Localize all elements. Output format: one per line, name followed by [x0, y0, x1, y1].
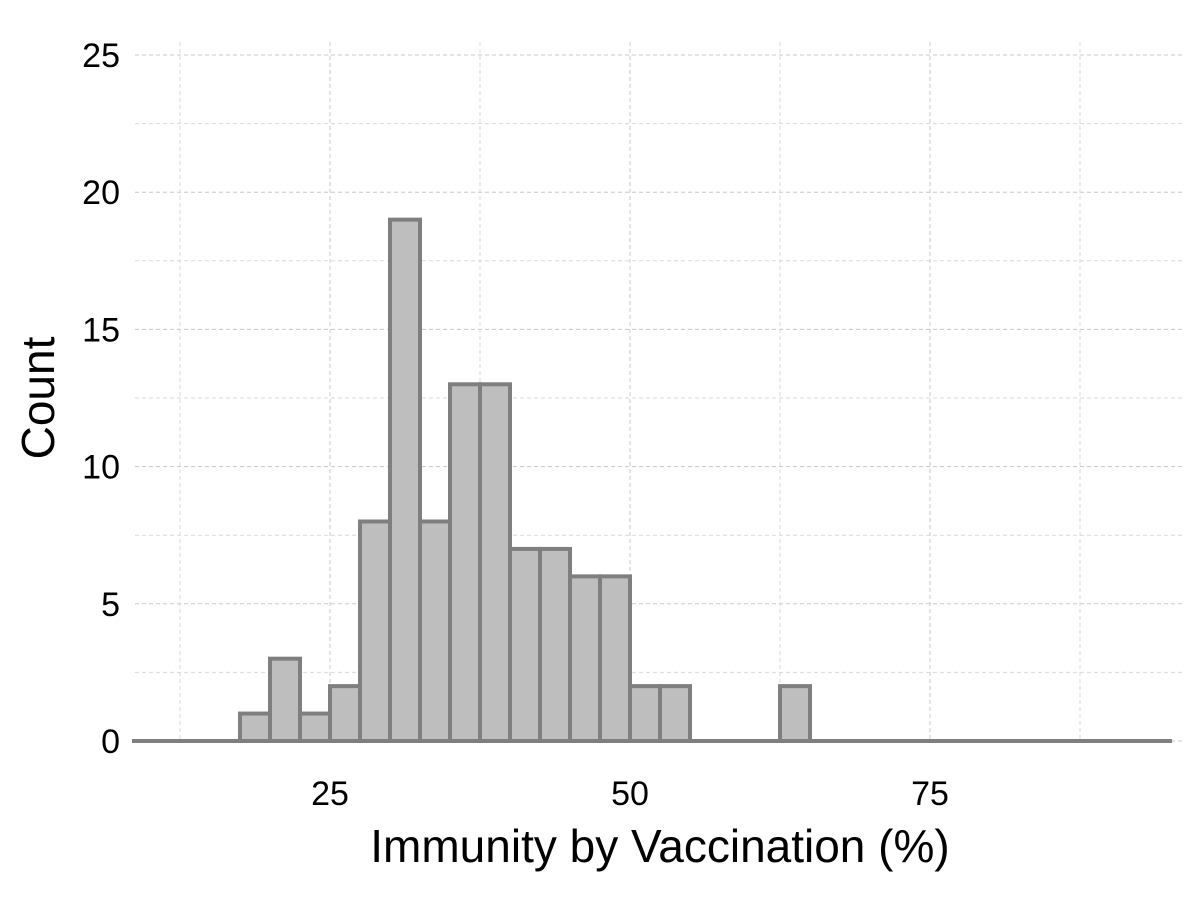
- histogram-bar: [328, 684, 362, 743]
- grid-lines: [135, 42, 1185, 742]
- y-axis-title: Count: [12, 336, 64, 459]
- y-tick-label: 0: [101, 723, 120, 761]
- x-axis-ticks: 25 50 75: [311, 775, 949, 813]
- histogram-bar: [778, 684, 812, 743]
- histogram-bar: [568, 574, 602, 743]
- y-tick-label: 25: [82, 37, 120, 75]
- histogram-bar: [238, 711, 272, 743]
- y-tick-label: 15: [82, 311, 120, 349]
- histogram-bar: [658, 684, 692, 743]
- histogram-bar: [598, 574, 632, 743]
- y-tick-label: 10: [82, 449, 120, 487]
- x-tick-label: 50: [611, 775, 649, 813]
- y-tick-label: 20: [82, 174, 120, 212]
- histogram-bar: [358, 519, 392, 743]
- histogram-bar: [298, 711, 332, 743]
- histogram-bar: [388, 217, 422, 743]
- histogram-bars: [132, 217, 1172, 743]
- y-tick-label: 5: [101, 586, 120, 624]
- x-tick-label: 25: [311, 775, 349, 813]
- x-tick-label: 75: [911, 775, 949, 813]
- histogram-bar: [418, 519, 452, 743]
- histogram-bar: [268, 656, 302, 743]
- histogram-bar: [478, 382, 512, 743]
- histogram-bar: [628, 684, 662, 743]
- histogram-bar: [508, 546, 542, 743]
- histogram-bar: [448, 382, 482, 743]
- histogram-bar: [538, 546, 572, 743]
- y-axis-ticks: 0 5 10 15 20 25: [82, 37, 120, 761]
- x-axis-title: Immunity by Vaccination (%): [370, 820, 949, 872]
